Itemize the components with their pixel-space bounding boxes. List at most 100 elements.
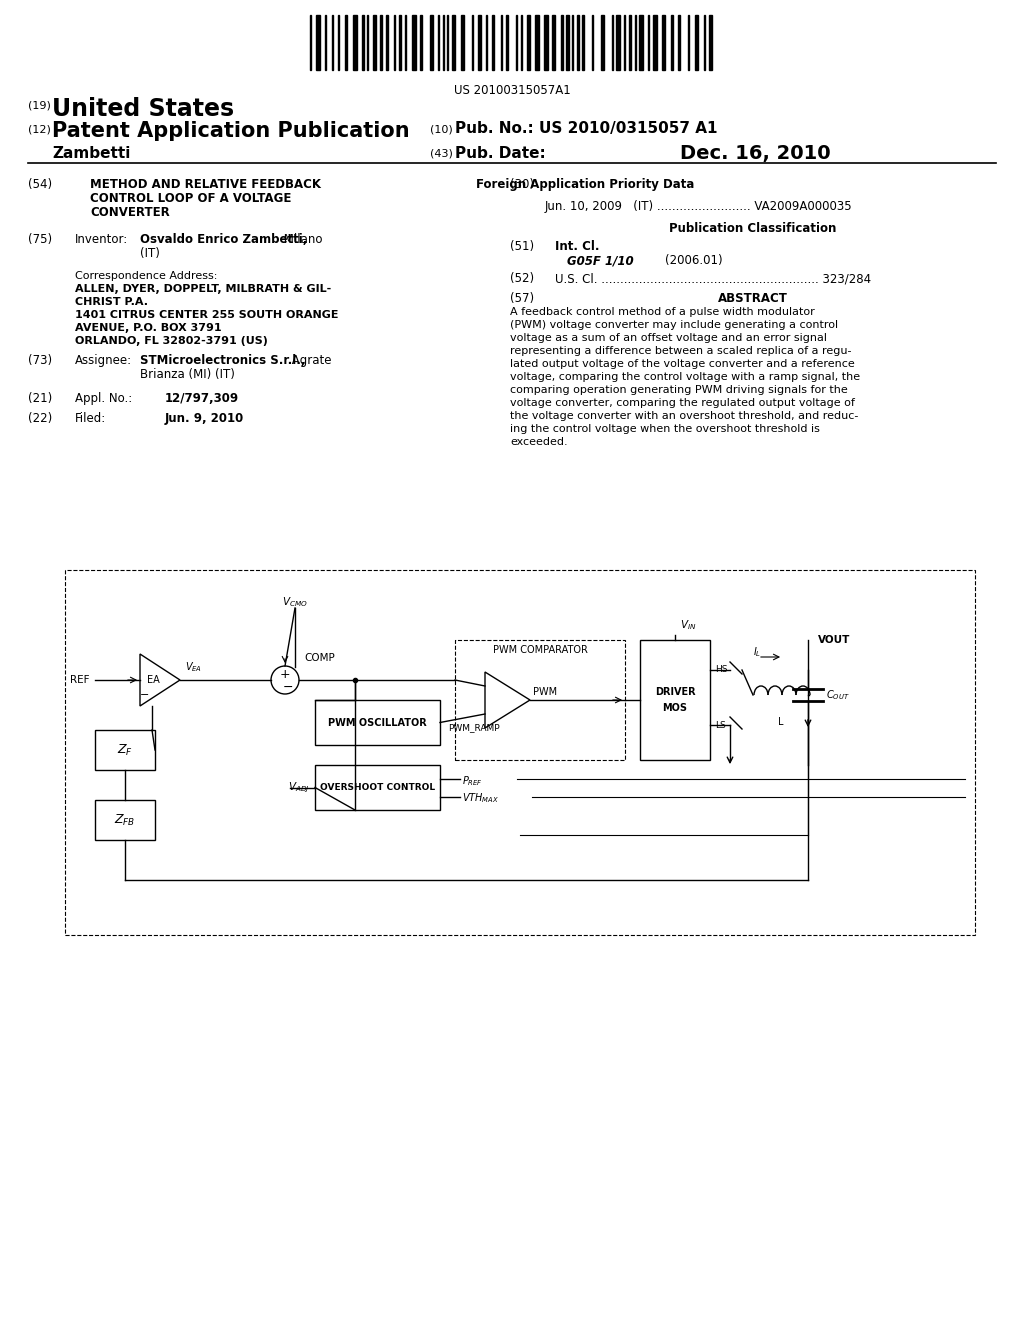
Bar <box>552 15 555 70</box>
Text: METHOD AND RELATIVE FEEDBACK: METHOD AND RELATIVE FEEDBACK <box>90 178 321 191</box>
Bar <box>544 15 548 70</box>
Text: Dec. 16, 2010: Dec. 16, 2010 <box>680 144 830 162</box>
Text: United States: United States <box>52 96 234 121</box>
Text: STMicroelectronics S.r.l.,: STMicroelectronics S.r.l., <box>140 354 305 367</box>
Text: (43): (43) <box>430 148 453 158</box>
Text: PWM: PWM <box>534 686 557 697</box>
Bar <box>662 15 665 70</box>
Polygon shape <box>485 672 530 729</box>
Text: Zambetti: Zambetti <box>52 147 130 161</box>
Text: (PWM) voltage converter may include generating a control: (PWM) voltage converter may include gene… <box>510 319 838 330</box>
Bar <box>616 15 620 70</box>
Bar <box>527 15 530 70</box>
Text: comparing operation generating PWM driving signals for the: comparing operation generating PWM drivi… <box>510 385 848 395</box>
Bar <box>492 15 494 70</box>
Text: Int. Cl.: Int. Cl. <box>555 240 599 253</box>
Text: 1401 CITRUS CENTER 255 SOUTH ORANGE: 1401 CITRUS CENTER 255 SOUTH ORANGE <box>75 310 339 319</box>
Bar <box>362 15 364 70</box>
Circle shape <box>271 667 299 694</box>
Text: Jun. 9, 2010: Jun. 9, 2010 <box>165 412 245 425</box>
Text: the voltage converter with an overshoot threshold, and reduc-: the voltage converter with an overshoot … <box>510 411 858 421</box>
Text: CONVERTER: CONVERTER <box>90 206 170 219</box>
Bar <box>535 15 539 70</box>
Text: VOUT: VOUT <box>818 635 850 645</box>
Bar <box>629 15 631 70</box>
Text: 12/797,309: 12/797,309 <box>165 392 240 405</box>
Text: US 20100315057A1: US 20100315057A1 <box>454 84 570 96</box>
Text: Assignee:: Assignee: <box>75 354 132 367</box>
Text: ALLEN, DYER, DOPPELT, MILBRATH & GIL-: ALLEN, DYER, DOPPELT, MILBRATH & GIL- <box>75 284 331 294</box>
Text: (21): (21) <box>28 392 52 405</box>
Bar <box>399 15 401 70</box>
Text: (54): (54) <box>28 178 52 191</box>
Text: (2006.01): (2006.01) <box>665 253 723 267</box>
Bar <box>461 15 464 70</box>
Bar <box>561 15 563 70</box>
Bar <box>95 730 155 770</box>
Bar <box>412 15 416 70</box>
Bar <box>566 15 569 70</box>
Text: −: − <box>140 690 150 700</box>
Text: G05F 1/10: G05F 1/10 <box>567 253 634 267</box>
Text: (IT): (IT) <box>140 247 160 260</box>
Text: ing the control voltage when the overshoot threshold is: ing the control voltage when the oversho… <box>510 424 820 434</box>
Bar <box>65 570 975 935</box>
Polygon shape <box>140 653 180 706</box>
Text: ORLANDO, FL 32802-3791 (US): ORLANDO, FL 32802-3791 (US) <box>75 337 268 346</box>
Text: $C_{OUT}$: $C_{OUT}$ <box>826 688 850 702</box>
Bar <box>315 766 440 810</box>
Bar <box>582 15 584 70</box>
Text: $V_{ADJ}$: $V_{ADJ}$ <box>289 780 310 795</box>
Text: Milano: Milano <box>280 234 323 246</box>
Text: U.S. Cl. .......................................................... 323/284: U.S. Cl. ...............................… <box>555 272 871 285</box>
Text: (52): (52) <box>510 272 535 285</box>
Text: Pub. No.: US 2010/0315057 A1: Pub. No.: US 2010/0315057 A1 <box>455 121 718 136</box>
Text: COMP: COMP <box>304 653 335 663</box>
Text: Agrate: Agrate <box>288 354 332 367</box>
Text: (10): (10) <box>430 124 453 135</box>
Bar <box>671 15 673 70</box>
Text: $V_{IN}$: $V_{IN}$ <box>680 618 696 632</box>
Text: $V_{CMO}$: $V_{CMO}$ <box>282 595 308 609</box>
Text: PWM OSCILLATOR: PWM OSCILLATOR <box>328 718 427 727</box>
Text: Filed:: Filed: <box>75 412 106 425</box>
Text: Publication Classification: Publication Classification <box>670 222 837 235</box>
Text: $VTH_{MAX}$: $VTH_{MAX}$ <box>462 792 500 805</box>
Text: PWM COMPARATOR: PWM COMPARATOR <box>493 645 588 655</box>
Bar <box>373 15 376 70</box>
Bar <box>695 15 698 70</box>
Text: PWM_RAMP: PWM_RAMP <box>449 723 500 733</box>
Text: Pub. Date:: Pub. Date: <box>455 147 546 161</box>
Text: ABSTRACT: ABSTRACT <box>718 292 787 305</box>
Text: (57): (57) <box>510 292 535 305</box>
Text: $P_{REF}$: $P_{REF}$ <box>462 775 483 788</box>
Text: $V_{EA}$: $V_{EA}$ <box>185 660 202 675</box>
Text: lated output voltage of the voltage converter and a reference: lated output voltage of the voltage conv… <box>510 359 855 370</box>
Text: voltage, comparing the control voltage with a ramp signal, the: voltage, comparing the control voltage w… <box>510 372 860 381</box>
Bar <box>455 640 625 760</box>
Text: OVERSHOOT CONTROL: OVERSHOOT CONTROL <box>319 783 435 792</box>
Bar <box>420 15 422 70</box>
Text: EA: EA <box>146 675 160 685</box>
Text: +: + <box>280 668 291 681</box>
Text: REF: REF <box>70 675 89 685</box>
Text: CHRIST P.A.: CHRIST P.A. <box>75 297 148 308</box>
Bar <box>430 15 433 70</box>
Text: A feedback control method of a pulse width modulator: A feedback control method of a pulse wid… <box>510 308 815 317</box>
Text: (22): (22) <box>28 412 52 425</box>
Text: Inventor:: Inventor: <box>75 234 128 246</box>
Bar <box>452 15 455 70</box>
Bar <box>315 700 440 744</box>
Text: HS: HS <box>715 665 727 675</box>
Text: Foreign Application Priority Data: Foreign Application Priority Data <box>476 178 694 191</box>
Text: (30): (30) <box>510 178 534 191</box>
Text: Osvaldo Enrico Zambetti,: Osvaldo Enrico Zambetti, <box>140 234 307 246</box>
Bar <box>653 15 657 70</box>
Bar <box>640 640 710 760</box>
Bar <box>506 15 508 70</box>
Bar <box>478 15 481 70</box>
Bar <box>639 15 643 70</box>
Bar <box>709 15 712 70</box>
Text: $Z_F$: $Z_F$ <box>117 742 133 758</box>
Text: Jun. 10, 2009   (IT) ......................... VA2009A000035: Jun. 10, 2009 (IT) .....................… <box>545 201 853 213</box>
